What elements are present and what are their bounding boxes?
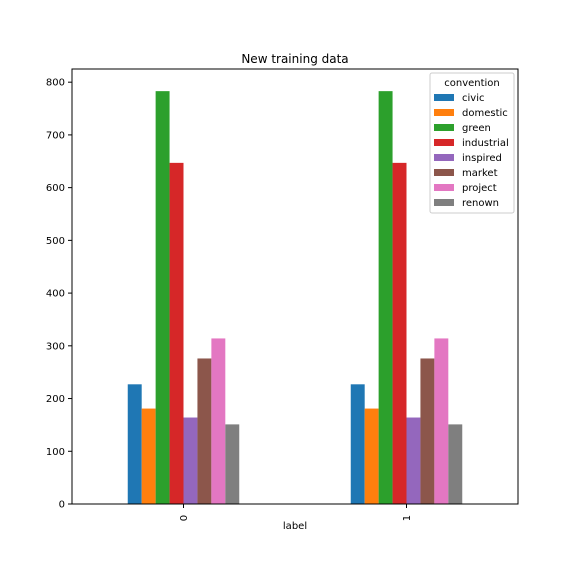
legend: convention civic domestic green industrial in… <box>429 72 515 214</box>
legend-title: convention <box>444 78 500 89</box>
legend-swatch-industrial <box>434 139 454 146</box>
y-tick-label: 400 <box>46 289 65 300</box>
bar-project-0 <box>211 338 226 504</box>
legend-swatch-green <box>434 124 454 131</box>
bar-civic-1 <box>350 384 365 504</box>
bar-green-1 <box>378 91 393 505</box>
bar-domestic-0 <box>141 408 156 504</box>
legend-label-green: green <box>462 123 491 134</box>
bar-inspired-0 <box>183 417 198 504</box>
bar-renown-1 <box>448 424 463 504</box>
bar-civic-0 <box>127 384 142 504</box>
y-tick-label: 300 <box>46 341 65 352</box>
bar-domestic-1 <box>364 408 379 504</box>
y-tick-label: 200 <box>46 394 65 405</box>
y-tick-label: 800 <box>46 78 65 89</box>
bar-green-0 <box>155 91 170 505</box>
bar-renown-0 <box>225 424 240 504</box>
legend-swatch-renown <box>434 199 454 206</box>
legend-label-renown: renown <box>462 198 499 209</box>
legend-swatch-domestic <box>434 109 454 116</box>
legend-swatch-inspired <box>434 154 454 161</box>
bar-inspired-1 <box>406 417 421 504</box>
legend-swatch-market <box>434 169 454 176</box>
y-tick-label: 100 <box>46 447 65 458</box>
chart-title: New training data <box>241 52 348 66</box>
bar-market-0 <box>197 358 212 504</box>
legend-swatch-civic <box>434 94 454 101</box>
x-tick-label: 0 <box>179 515 190 521</box>
legend-label-project: project <box>462 183 497 194</box>
bar-market-1 <box>420 358 435 504</box>
plot-frame <box>71 68 519 505</box>
y-axis: 0 100 200 300 400 500 600 700 800 <box>46 78 72 511</box>
y-tick-label: 700 <box>46 130 65 141</box>
bar-industrial-0 <box>169 162 184 504</box>
legend-label-civic: civic <box>462 93 484 104</box>
x-axis-label: label <box>283 521 307 532</box>
legend-label-industrial: industrial <box>462 138 509 149</box>
legend-label-domestic: domestic <box>462 108 508 119</box>
bar-industrial-1 <box>392 162 407 504</box>
legend-box <box>429 72 515 214</box>
legend-swatch-project <box>434 184 454 191</box>
y-tick-label: 500 <box>46 236 65 247</box>
bar-project-1 <box>434 338 449 504</box>
legend-label-inspired: inspired <box>462 153 502 164</box>
bars <box>127 91 463 505</box>
y-tick-label: 600 <box>46 183 65 194</box>
y-tick-label: 0 <box>59 500 65 511</box>
legend-label-market: market <box>462 168 498 179</box>
x-tick-label: 1 <box>402 515 413 521</box>
